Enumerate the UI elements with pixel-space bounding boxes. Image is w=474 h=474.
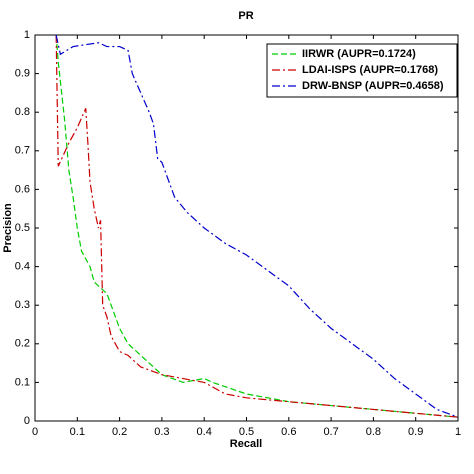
series-line bbox=[55, 34, 459, 418]
chart-title: PR bbox=[238, 10, 253, 22]
x-tick-label: 0.3 bbox=[154, 426, 169, 438]
y-tick-label: 0.7 bbox=[15, 145, 30, 157]
x-tick-label: 0 bbox=[32, 426, 38, 438]
legend-label: DRW-BNSP (AUPR=0.4658) bbox=[302, 80, 444, 92]
x-tick-label: 0.6 bbox=[281, 426, 296, 438]
y-tick-label: 0.2 bbox=[15, 338, 30, 350]
y-tick-label: 0.8 bbox=[15, 106, 30, 118]
y-tick-label: 0.9 bbox=[15, 68, 30, 80]
x-tick-label: 0.8 bbox=[366, 426, 381, 438]
y-tick-label: 0.6 bbox=[15, 183, 30, 195]
x-tick-label: 0.5 bbox=[239, 426, 254, 438]
x-tick-label: 0.7 bbox=[323, 426, 338, 438]
legend-box bbox=[266, 43, 458, 98]
series-line bbox=[55, 34, 459, 418]
y-tick-label: 0.1 bbox=[15, 376, 30, 388]
series-line bbox=[55, 34, 459, 418]
x-tick-label: 1 bbox=[455, 426, 461, 438]
x-tick-label: 0.4 bbox=[197, 426, 212, 438]
x-tick-label: 0.9 bbox=[408, 426, 423, 438]
y-axis-label: Precision bbox=[2, 203, 14, 253]
legend-label: LDAI-ISPS (AUPR=0.1768) bbox=[302, 64, 438, 76]
y-tick-label: 0.5 bbox=[15, 222, 30, 234]
x-axis-label: Recall bbox=[230, 438, 262, 450]
y-tick-label: 0 bbox=[24, 415, 30, 427]
y-tick-label: 0.4 bbox=[15, 261, 30, 273]
legend-label: IIRWR (AUPR=0.1724) bbox=[302, 48, 416, 60]
x-tick-label: 0.1 bbox=[70, 426, 85, 438]
x-tick-label: 0.2 bbox=[112, 426, 127, 438]
y-tick-label: 0.3 bbox=[15, 299, 30, 311]
y-tick-label: 1 bbox=[24, 29, 30, 41]
